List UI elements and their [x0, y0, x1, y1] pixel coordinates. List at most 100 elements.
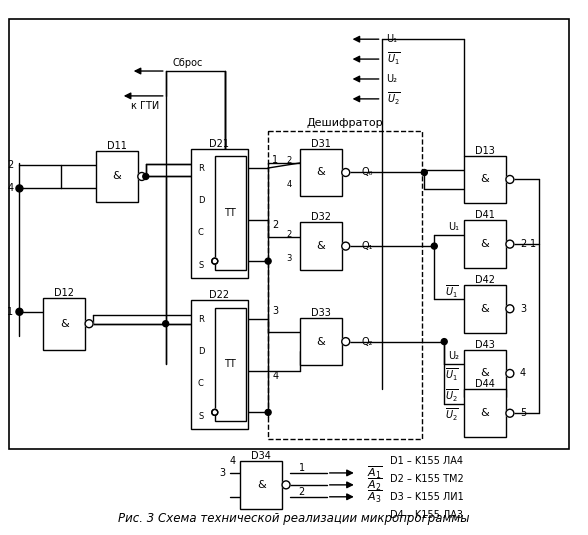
Circle shape [143, 173, 149, 179]
Text: $\overline{U_2}$: $\overline{U_2}$ [445, 407, 459, 423]
Text: D31: D31 [311, 139, 331, 149]
Text: D22: D22 [209, 290, 229, 300]
Bar [44, 298, 85, 349]
Text: D32: D32 [311, 212, 331, 222]
Text: &: & [480, 239, 489, 249]
Text: $\overline{A_2}$: $\overline{A_2}$ [367, 477, 382, 493]
Text: Дешифратор: Дешифратор [307, 118, 383, 128]
Bar [300, 149, 342, 196]
Text: &: & [60, 319, 69, 328]
Text: ТТ: ТТ [225, 208, 236, 218]
Text: 2: 2 [287, 230, 292, 239]
Circle shape [506, 175, 514, 184]
Circle shape [441, 339, 447, 345]
Text: 4: 4 [272, 371, 278, 381]
Circle shape [506, 305, 514, 313]
Text: &: & [480, 369, 489, 378]
Circle shape [422, 170, 427, 175]
Text: D44: D44 [475, 379, 495, 389]
Text: &: & [316, 167, 325, 178]
Bar [9, 19, 569, 449]
Text: D4 – K155 ЛА3: D4 – K155 ЛА3 [389, 510, 463, 519]
Text: 2: 2 [7, 159, 14, 170]
Text: 3: 3 [219, 468, 225, 478]
Circle shape [212, 258, 218, 264]
Text: Сброс: Сброс [173, 58, 203, 68]
Circle shape [342, 338, 350, 346]
Bar [191, 149, 248, 278]
Text: $\overline{U_1}$: $\overline{U_1}$ [386, 51, 400, 67]
Circle shape [163, 320, 169, 327]
Bar [215, 156, 246, 270]
Text: 1: 1 [530, 239, 536, 249]
Text: $\overline{A_3}$: $\overline{A_3}$ [367, 488, 382, 505]
Text: Q₀: Q₀ [362, 167, 373, 178]
Text: &: & [112, 172, 121, 181]
Circle shape [506, 240, 514, 248]
Bar [96, 151, 138, 202]
Bar [464, 389, 506, 437]
Circle shape [506, 370, 514, 377]
Circle shape [282, 481, 290, 489]
Text: 4: 4 [7, 184, 14, 194]
Text: D12: D12 [54, 288, 74, 298]
Text: &: & [257, 480, 266, 490]
Text: 3: 3 [272, 306, 278, 316]
Circle shape [212, 409, 218, 415]
Text: ТТ: ТТ [225, 360, 236, 370]
Bar [191, 300, 248, 429]
Text: 4: 4 [229, 456, 235, 466]
Text: $\overline{U_2}$: $\overline{U_2}$ [386, 90, 400, 107]
Text: Q₁: Q₁ [362, 241, 373, 251]
Text: 4: 4 [520, 369, 526, 378]
Text: к ГТИ: к ГТИ [131, 101, 159, 111]
Text: 3: 3 [520, 304, 526, 314]
Text: U₂: U₂ [448, 351, 459, 361]
Text: C: C [198, 379, 204, 388]
Text: &: & [316, 241, 325, 251]
Text: D13: D13 [475, 146, 495, 156]
Text: S: S [198, 412, 203, 421]
Text: 3: 3 [286, 254, 292, 263]
Text: D34: D34 [251, 451, 271, 461]
Text: $\overline{U_1}$: $\overline{U_1}$ [445, 366, 459, 384]
Text: &: & [480, 304, 489, 314]
Text: D: D [198, 347, 204, 356]
Text: D1 – K155 ЛА4: D1 – K155 ЛА4 [389, 456, 463, 466]
Text: $\overline{U_1}$: $\overline{U_1}$ [445, 283, 459, 300]
Text: D43: D43 [475, 340, 495, 349]
Text: D3 – K155 ЛИ1: D3 – K155 ЛИ1 [389, 492, 463, 502]
Circle shape [16, 308, 23, 315]
Text: D41: D41 [475, 210, 495, 220]
Circle shape [431, 243, 437, 249]
Circle shape [265, 258, 271, 264]
Text: 2: 2 [299, 487, 305, 497]
Text: $\overline{A_1}$: $\overline{A_1}$ [367, 465, 382, 481]
Text: C: C [198, 228, 204, 237]
Text: Q₂: Q₂ [362, 337, 373, 347]
Text: 5: 5 [520, 408, 526, 418]
Text: R: R [198, 315, 204, 324]
Text: U₁: U₁ [448, 221, 459, 232]
Text: D33: D33 [311, 308, 331, 318]
Text: S: S [198, 261, 203, 270]
Circle shape [138, 172, 146, 180]
Text: 1: 1 [299, 463, 305, 473]
Text: &: & [480, 408, 489, 418]
Circle shape [342, 169, 350, 177]
Text: 2: 2 [287, 156, 292, 165]
Text: R: R [198, 164, 204, 172]
Text: $\overline{U_2}$: $\overline{U_2}$ [445, 387, 459, 404]
Text: D2 – K155 ТМ2: D2 – K155 ТМ2 [389, 474, 463, 484]
Bar [240, 461, 282, 509]
Text: 1: 1 [272, 155, 278, 165]
Circle shape [506, 409, 514, 417]
Text: &: & [316, 337, 325, 347]
Circle shape [16, 185, 23, 192]
Circle shape [342, 242, 350, 250]
Text: D11: D11 [107, 141, 127, 151]
Bar [464, 349, 506, 398]
Text: D: D [198, 196, 204, 205]
Text: 4: 4 [287, 180, 292, 189]
Text: &: & [480, 174, 489, 185]
